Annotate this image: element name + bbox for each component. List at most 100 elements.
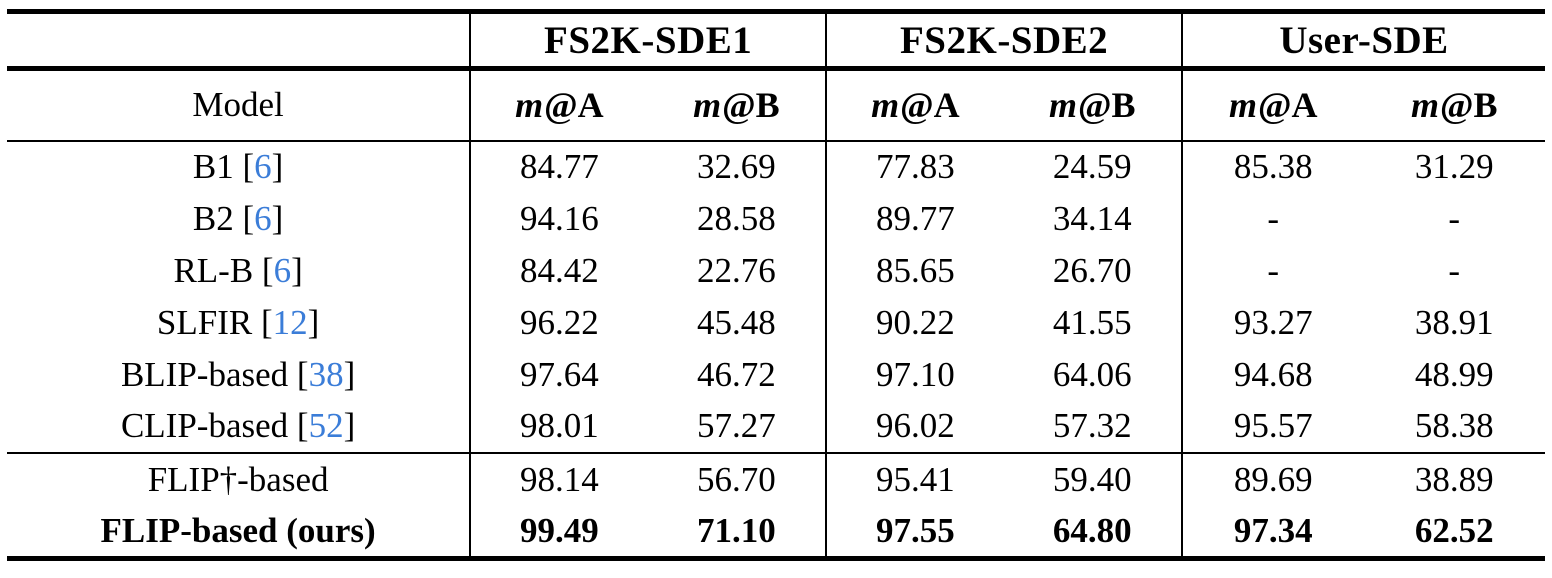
- metric-value: 97.55: [825, 505, 1004, 559]
- table-row: CLIP-based [52] 98.01 57.27 96.02 57.32 95.57…: [7, 400, 1545, 453]
- metric-value: 38.91: [1414, 302, 1494, 342]
- metric-header-ma: m@A: [469, 68, 648, 142]
- model-name: B1 [6]: [192, 147, 284, 186]
- model-name: B2 [6]: [192, 198, 284, 238]
- metric-value: 89.69: [1181, 452, 1364, 506]
- dataset-header-fs2k-sde1: FS2K-SDE1: [469, 11, 827, 71]
- metric-value: 62.52: [1414, 510, 1494, 550]
- metric-value: 64.80: [1052, 510, 1132, 550]
- metric-value: 84.42: [469, 244, 648, 297]
- metric-variable: m: [1049, 85, 1078, 126]
- metric-value: -: [1181, 244, 1364, 297]
- metric-value: 57.32: [1052, 406, 1132, 445]
- metric-value: 64.06: [1052, 354, 1132, 394]
- dataset-header-fs2k-sde2: FS2K-SDE2: [825, 11, 1183, 71]
- model-column-header: Model: [7, 68, 471, 142]
- metric-value: 48.99: [1414, 354, 1494, 394]
- metric-value: 24.59: [1052, 147, 1132, 186]
- metric-value: 97.10: [825, 348, 1004, 401]
- metric-value: 97.64: [469, 348, 648, 401]
- metric-suffix: @A: [900, 85, 960, 126]
- metric-value: 32.69: [697, 147, 776, 186]
- metric-value: 56.70: [697, 459, 776, 499]
- metric-value: 99.49: [469, 505, 648, 559]
- table-row: B1 [6] 84.77 32.69 77.83 24.59 85.38 31.29: [7, 140, 1545, 193]
- table-row: FLIP†-based 98.14 56.70 95.41 59.40 89.69 38.8…: [7, 452, 1545, 506]
- citation-link[interactable]: 6: [254, 147, 272, 186]
- metric-variable: m: [515, 85, 544, 126]
- metric-suffix: @B: [722, 85, 780, 126]
- metric-value: 28.58: [697, 198, 776, 238]
- metric-value: 96.02: [825, 400, 1004, 453]
- metric-value: 45.48: [697, 302, 776, 342]
- metric-value: 94.16: [469, 192, 648, 245]
- metric-value: -: [1448, 198, 1461, 238]
- metric-value: 90.22: [825, 296, 1004, 349]
- metric-value: -: [1448, 250, 1461, 290]
- baseline-models-section: B1 [6] 84.77 32.69 77.83 24.59 85.38 31.29 B2 […: [7, 140, 1545, 453]
- metric-value: 26.70: [1052, 250, 1132, 290]
- flip-models-section: FLIP†-based 98.14 56.70 95.41 59.40 89.69 38.8…: [7, 452, 1545, 559]
- metric-value: 22.76: [697, 250, 776, 290]
- table-row: RL-B [6] 84.42 22.76 85.65 26.70 - -: [7, 244, 1545, 297]
- citation-link[interactable]: 12: [272, 302, 308, 342]
- metric-value: 95.57: [1181, 400, 1364, 453]
- metric-suffix: @B: [1440, 85, 1498, 126]
- metric-value: 34.14: [1052, 198, 1132, 238]
- metric-value: 98.01: [469, 400, 648, 453]
- metric-value: 77.83: [825, 140, 1004, 193]
- metric-value: 95.41: [825, 452, 1004, 506]
- metric-variable: m: [1229, 85, 1258, 126]
- metric-value: -: [1181, 192, 1364, 245]
- metric-value: 41.55: [1052, 302, 1132, 342]
- metric-header-mb: m@B: [1363, 68, 1545, 142]
- metric-variable: m: [1410, 85, 1439, 126]
- empty-corner-cell: [7, 11, 471, 71]
- metric-value: 85.65: [825, 244, 1004, 297]
- dataset-header-user-sde: User-SDE: [1181, 11, 1545, 71]
- metric-value: 89.77: [825, 192, 1004, 245]
- metric-value: 71.10: [697, 510, 776, 550]
- table-row: B2 [6] 94.16 28.58 89.77 34.14 - -: [7, 192, 1545, 245]
- metric-header-mb: m@B: [647, 68, 827, 142]
- table-header: FS2K-SDE1 FS2K-SDE2 User-SDE Model m@A m…: [7, 11, 1545, 142]
- metric-value: 38.89: [1414, 459, 1494, 499]
- metric-value: 94.68: [1181, 348, 1364, 401]
- model-name: CLIP-based [52]: [120, 406, 356, 445]
- model-name: SLFIR [12]: [156, 302, 320, 342]
- citation-link[interactable]: 6: [273, 250, 292, 290]
- metric-value: 97.34: [1181, 505, 1364, 559]
- metric-value: 57.27: [697, 406, 776, 445]
- metric-variable: m: [693, 85, 722, 126]
- citation-link[interactable]: 6: [254, 198, 272, 238]
- metric-value: 84.77: [469, 140, 648, 193]
- metric-header-ma: m@A: [1181, 68, 1364, 142]
- table-row: SLFIR [12] 96.22 45.48 90.22 41.55 93.27 38.91: [7, 296, 1545, 349]
- metric-header-row: Model m@A m@B m@A m@B m@A m@B: [7, 68, 1545, 142]
- metric-value: 31.29: [1414, 147, 1494, 186]
- results-table: FS2K-SDE1 FS2K-SDE2 User-SDE Model m@A m…: [7, 9, 1545, 561]
- metric-value: 59.40: [1052, 459, 1132, 499]
- citation-link[interactable]: 38: [308, 354, 344, 394]
- table-row: FLIP-based (ours) 99.49 71.10 97.55 64.80 97.…: [7, 505, 1545, 559]
- table-row: BLIP-based [38] 97.64 46.72 97.10 64.06 94.68…: [7, 348, 1545, 401]
- metric-suffix: @B: [1078, 85, 1136, 126]
- metric-suffix: @A: [1258, 85, 1318, 126]
- citation-link[interactable]: 52: [308, 406, 344, 445]
- metric-value: 98.14: [469, 452, 648, 506]
- metric-variable: m: [871, 85, 900, 126]
- model-name: RL-B [6]: [173, 250, 303, 290]
- metric-value: 46.72: [697, 354, 776, 394]
- dataset-header-row: FS2K-SDE1 FS2K-SDE2 User-SDE: [7, 11, 1545, 71]
- metric-value: 85.38: [1181, 140, 1364, 193]
- metric-suffix: @A: [544, 85, 604, 126]
- model-name: FLIP-based (ours): [100, 510, 376, 550]
- metric-value: 93.27: [1181, 296, 1364, 349]
- metric-value: 96.22: [469, 296, 648, 349]
- metric-header-ma: m@A: [825, 68, 1004, 142]
- model-name: FLIP†-based: [147, 459, 329, 499]
- metric-header-mb: m@B: [1003, 68, 1183, 142]
- metric-value: 58.38: [1414, 406, 1494, 445]
- model-name: BLIP-based [38]: [120, 354, 356, 394]
